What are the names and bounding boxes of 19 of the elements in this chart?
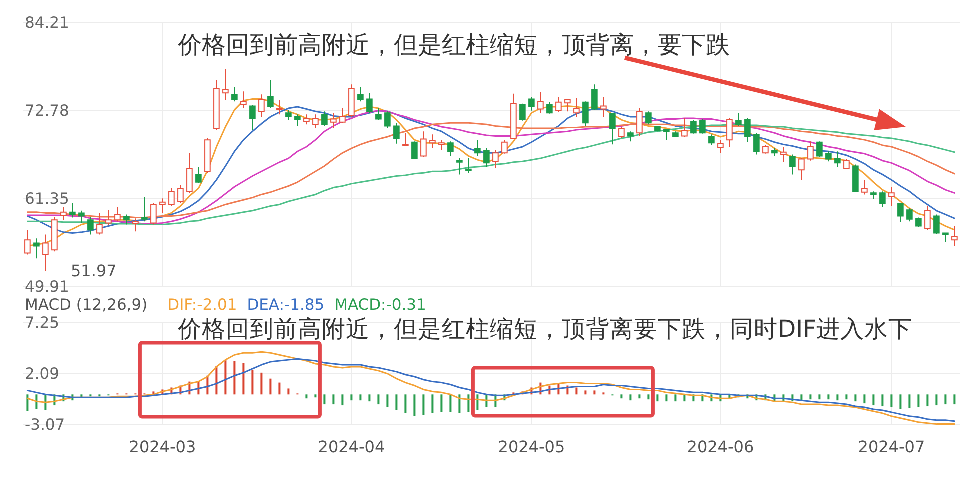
x-tick-label: 2024-07 [858,438,926,456]
x-tick-label: 2024-04 [318,438,386,456]
y-tick-label: 61.35 [25,190,70,208]
text: DIF:-2.01 [168,296,238,314]
y-tick-label: 84.21 [25,14,70,32]
text: DEA:-1.85 [247,296,325,314]
x-tick-label: 2024-03 [129,438,196,456]
x-tick-label: 2024-06 [687,438,754,456]
y-tick-label: 2.09 [25,365,60,383]
y-tick-label: 49.91 [25,278,70,296]
y-tick-label: -3.07 [25,416,66,434]
annotation: 价格回到前高附近，但是红柱缩短，顶背离，要下跌 [177,31,730,59]
annotation: 价格回到前高附近，但是红柱缩短，顶背离要下跌，同时DIF进入水下 [177,315,913,343]
y-tick-label: 72.78 [25,102,70,120]
text: MACD:-0.31 [334,296,426,314]
x-tick-label: 2024-05 [498,438,566,456]
annotation: 51.97 [71,262,117,280]
chart-title: MACD (12,26,9) [25,296,148,314]
y-tick-label: 7.25 [25,314,60,332]
